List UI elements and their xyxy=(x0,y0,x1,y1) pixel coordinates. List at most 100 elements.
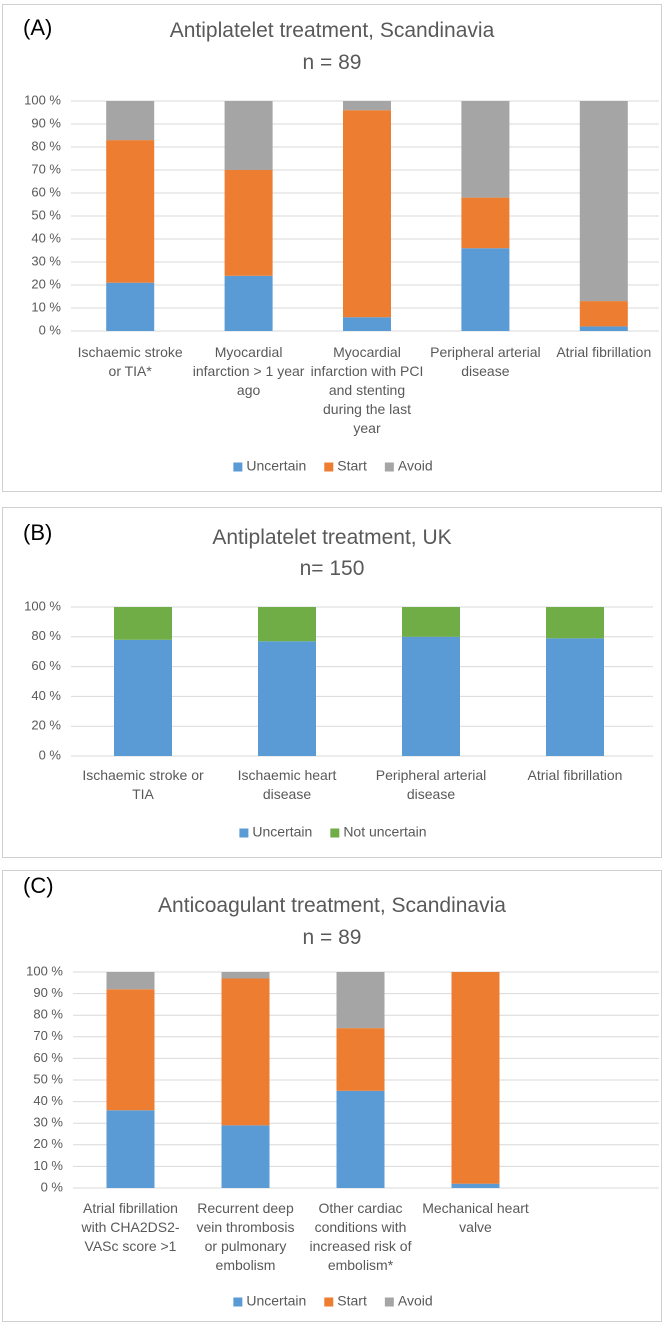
x-tick-label: Peripheral arterial disease xyxy=(375,767,487,802)
chart-panel: 0 % 10 % 20 % 30 % 40 % 50 % 60 % 70 % 80 % 90 % 1… xyxy=(2,870,662,1322)
bar-segment xyxy=(224,170,273,276)
legend-swatch xyxy=(384,1297,394,1307)
chart-title: Antiplatelet treatment, UK xyxy=(212,526,452,549)
chart-subtitle: n= 150 xyxy=(299,557,365,580)
bar-segment xyxy=(221,978,270,1126)
y-tick-label: 70 % xyxy=(31,161,61,176)
bar-segment xyxy=(461,197,510,249)
y-tick-label: 50 % xyxy=(31,207,61,222)
y-tick-label: 0 % xyxy=(39,322,62,337)
bar-segment xyxy=(343,101,391,111)
y-tick-label: 40 % xyxy=(33,1093,63,1108)
bar-segment xyxy=(224,101,273,170)
bar-segment xyxy=(451,1183,500,1188)
y-tick-label: 90 % xyxy=(31,115,61,130)
bar-segment xyxy=(106,140,155,283)
legend-swatch xyxy=(384,462,394,472)
chart-title: Anticoagulant treatment, Scandinavia xyxy=(158,894,506,917)
x-tick-label: Atrial fibrillation xyxy=(527,767,623,783)
chart-panel: 0 % 10 % 20 % 30 % 40 % 50 % 60 % 70 % 80 % 90 % 1… xyxy=(2,4,662,492)
bar-segment xyxy=(106,972,155,990)
x-tick-label: Myocardial infarction > 1 year ago xyxy=(192,344,305,398)
bar-segment xyxy=(451,972,500,1184)
y-tick-label: 10 % xyxy=(33,1158,63,1173)
bar-segment xyxy=(336,972,385,1029)
x-tick-label: Atrial fibrillation xyxy=(556,344,652,360)
legend-swatch xyxy=(324,462,334,472)
y-tick-label: 60 % xyxy=(33,1050,63,1065)
y-tick-label: 60 % xyxy=(31,184,61,199)
x-tick-label: Peripheral arterial disease xyxy=(430,344,541,379)
chart-subtitle: n = 89 xyxy=(302,926,362,949)
chart-title: Antiplatelet treatment, Scandinavia xyxy=(169,19,495,42)
y-tick-label: 40 % xyxy=(31,230,61,245)
y-tick-label: 60 % xyxy=(31,658,61,673)
bar-segment xyxy=(343,110,391,318)
bar-segment xyxy=(114,639,172,756)
y-tick-label: 20 % xyxy=(31,276,61,291)
y-tick-label: 100 % xyxy=(26,963,63,978)
chart-subtitle: n = 89 xyxy=(302,51,362,74)
bar-segment xyxy=(114,607,172,640)
y-tick-label: 20 % xyxy=(33,1136,63,1151)
legend-label: Start xyxy=(337,458,367,474)
bar-segment xyxy=(336,1028,385,1091)
legend-swatch xyxy=(324,1297,334,1307)
y-tick-label: 10 % xyxy=(31,299,61,314)
chart-panel: 0 % 20 % 40 % 60 % 80 % 100 % Uncertain Not unc… xyxy=(2,507,662,858)
x-tick-label: Atrial fibrillation with CHA2DS2-VASc sc… xyxy=(81,1200,180,1254)
y-tick-label: 80 % xyxy=(33,1007,63,1022)
y-tick-label: 20 % xyxy=(31,718,61,733)
bar-segment xyxy=(106,989,155,1111)
bar-segment xyxy=(221,1125,270,1188)
legend-label: Uncertain xyxy=(252,824,312,840)
legend-swatch xyxy=(239,828,249,838)
legend-label: Uncertain xyxy=(246,1293,306,1309)
bar-segment xyxy=(402,607,460,637)
bar-segment xyxy=(258,641,316,756)
y-tick-label: 0 % xyxy=(39,747,62,762)
x-tick-label: Mechanical heart valve xyxy=(422,1200,529,1235)
legend-label: Uncertain xyxy=(246,458,306,474)
bar-segment xyxy=(579,326,628,331)
y-tick-label: 70 % xyxy=(33,1028,63,1043)
legend-label: Avoid xyxy=(398,1293,433,1309)
y-tick-label: 30 % xyxy=(31,253,61,268)
y-tick-label: 40 % xyxy=(31,688,61,703)
chart: 0 % 20 % 40 % 60 % 80 % 100 % Uncertain Not unc… xyxy=(24,598,653,840)
bar-segment xyxy=(461,101,510,198)
bar-segment xyxy=(106,282,155,331)
x-tick-label: Recurrent deep vein thrombosis or pulmon… xyxy=(196,1200,295,1273)
bar-segment xyxy=(343,317,391,331)
chart: 0 % 10 % 20 % 30 % 40 % 50 % 60 % 70 % 80 % 90 % 1… xyxy=(26,963,659,1309)
bar-segment xyxy=(221,972,270,979)
bar-segment xyxy=(546,638,604,756)
legend-swatch xyxy=(233,462,243,472)
x-tick-label: Ischaemic stroke or TIA xyxy=(82,767,204,802)
panel-label: (B) xyxy=(23,520,53,545)
y-tick-label: 50 % xyxy=(33,1071,63,1086)
y-tick-label: 30 % xyxy=(33,1115,63,1130)
x-tick-label: Other cardiac conditions with increased … xyxy=(309,1200,412,1273)
bar-segment xyxy=(336,1090,385,1188)
x-tick-label: Myocardial infarction with PCI and stent… xyxy=(310,344,424,436)
y-tick-label: 100 % xyxy=(24,92,61,107)
legend-swatch xyxy=(233,1297,243,1307)
x-tick-label: Ischaemic heart disease xyxy=(237,767,337,802)
legend-swatch xyxy=(330,828,340,838)
y-tick-label: 0 % xyxy=(41,1179,64,1194)
panel-label: (A) xyxy=(23,15,53,40)
bar-segment xyxy=(224,275,273,331)
y-tick-label: 80 % xyxy=(31,628,61,643)
y-tick-label: 80 % xyxy=(31,138,61,153)
bar-segment xyxy=(402,636,460,756)
bar-segment xyxy=(106,1110,155,1188)
bar-segment xyxy=(579,301,628,327)
bar-segment xyxy=(258,607,316,642)
chart: 0 % 10 % 20 % 30 % 40 % 50 % 60 % 70 % 80 % 90 % 1… xyxy=(24,92,659,474)
bar-segment xyxy=(546,607,604,639)
legend-label: Avoid xyxy=(398,458,433,474)
bar-segment xyxy=(461,248,510,331)
y-tick-label: 90 % xyxy=(33,985,63,1000)
